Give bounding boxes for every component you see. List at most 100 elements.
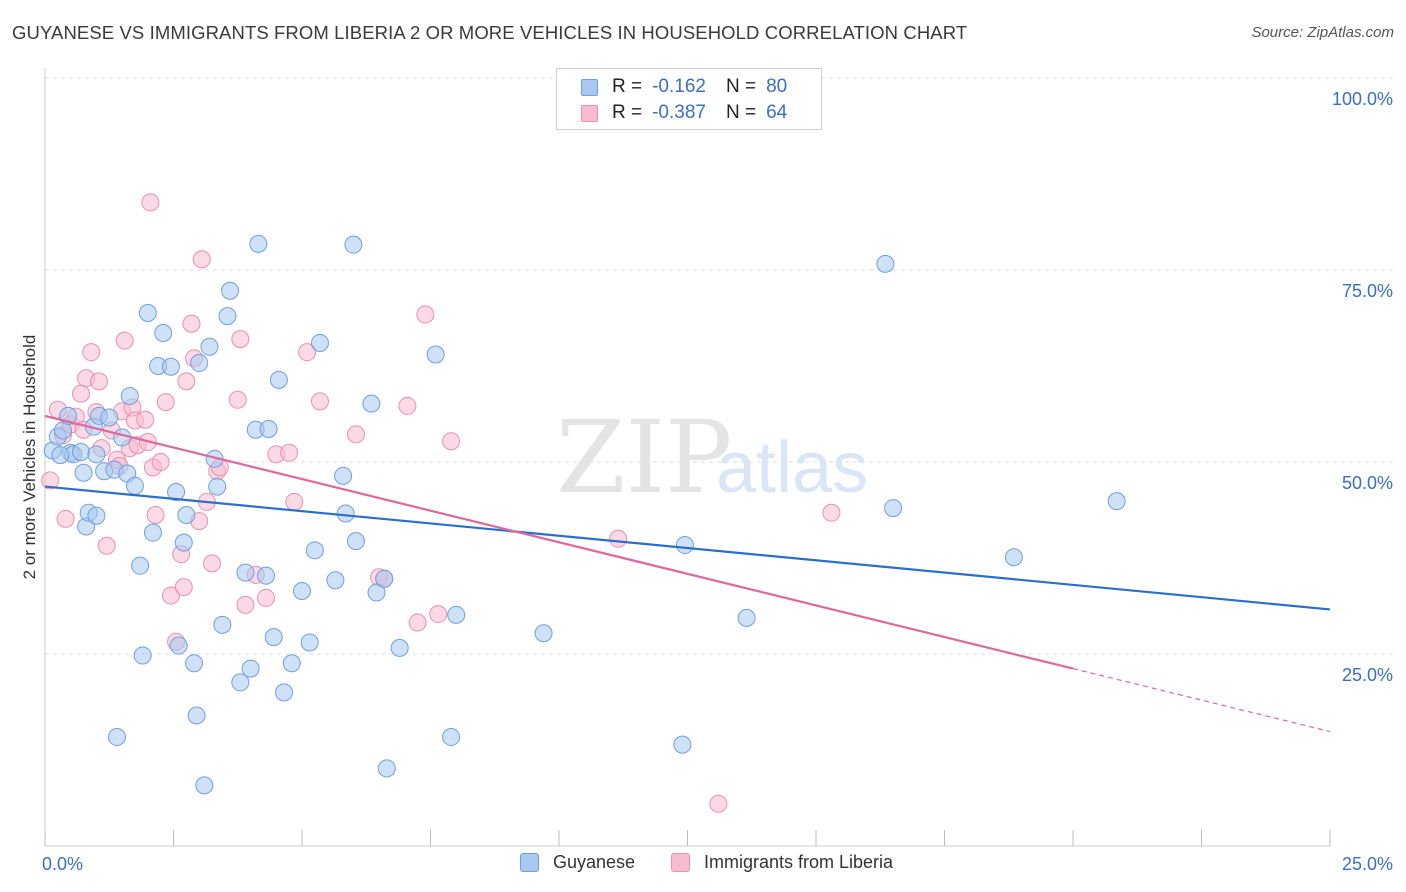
guyanese-swatch: [581, 78, 598, 96]
n-label: N =: [725, 102, 757, 123]
data-point: [298, 343, 317, 362]
axes: [44, 68, 1331, 847]
trend-line-guyanese: [44, 485, 1331, 611]
data-point: [236, 563, 255, 582]
data-point: [174, 533, 193, 552]
x-tick-label: 0.0%: [42, 854, 83, 874]
data-point: [264, 628, 283, 647]
data-point: [346, 425, 365, 444]
data-point: [192, 250, 211, 269]
data-point: [300, 633, 319, 652]
data-point: [200, 337, 219, 356]
data-point: [673, 735, 692, 754]
liberia-swatch: [581, 104, 598, 122]
data-point: [125, 476, 144, 495]
legend-label-liberia: Immigrants from Liberia: [704, 852, 894, 872]
data-point: [398, 396, 417, 415]
data-point: [377, 759, 396, 778]
data-point: [408, 613, 427, 632]
data-point: [218, 307, 237, 326]
y-tick-label: 100.0%: [1332, 89, 1393, 109]
data-point: [115, 331, 134, 350]
stats-box: R = -0.162 N = 80 R = -0.387 N = 64: [556, 68, 822, 130]
stats-row-guyanese: R = -0.162 N = 80: [581, 74, 787, 100]
data-point: [231, 673, 250, 692]
source-label: Source: ZipAtlas.com: [1251, 24, 1394, 41]
data-point: [737, 608, 756, 627]
data-point: [146, 505, 165, 524]
data-point: [213, 615, 232, 634]
data-point: [174, 578, 193, 597]
data-point: [326, 571, 345, 590]
liberia-r-value: -0.387: [652, 102, 706, 123]
data-point: [442, 432, 461, 451]
data-point: [203, 554, 222, 573]
watermark-zip: ZIP: [556, 399, 732, 516]
data-point: [282, 654, 301, 673]
data-point: [136, 410, 155, 429]
data-point: [305, 541, 324, 560]
data-point: [156, 393, 175, 412]
data-point: [100, 408, 119, 427]
data-point: [221, 281, 240, 300]
data-point: [426, 345, 445, 364]
data-point: [344, 235, 363, 254]
r-label: R =: [612, 102, 643, 123]
data-point: [709, 794, 728, 813]
data-point: [228, 390, 247, 409]
data-point: [346, 532, 365, 551]
r-label: R =: [612, 76, 643, 97]
data-point: [336, 504, 355, 523]
data-point: [151, 453, 170, 471]
data-point: [107, 727, 126, 746]
data-point: [257, 566, 276, 585]
data-point: [236, 595, 255, 614]
watermark: ZIP atlas: [556, 399, 868, 516]
data-point: [177, 372, 196, 391]
data-point: [195, 776, 214, 795]
data-point: [71, 443, 90, 462]
data-point: [74, 463, 93, 482]
data-point: [442, 727, 461, 746]
legend-label-guyanese: Guyanese: [553, 852, 636, 872]
data-point: [269, 370, 288, 389]
data-point: [362, 394, 381, 413]
data-point: [161, 586, 180, 605]
liberia-n-value: 64: [766, 102, 788, 123]
data-point: [133, 646, 152, 665]
x-tick-label: 25.0%: [1342, 854, 1393, 874]
trend-lines: [44, 414, 1331, 733]
data-point: [41, 471, 60, 490]
data-point: [87, 506, 106, 525]
data-point: [143, 523, 162, 542]
data-point: [249, 234, 268, 253]
data-point: [534, 624, 553, 643]
chart-title: GUYANESE VS IMMIGRANTS FROM LIBERIA 2 OR…: [12, 22, 968, 43]
data-point: [187, 706, 206, 725]
data-point: [390, 638, 409, 657]
stats-row-liberia: R = -0.387 N = 64: [581, 100, 787, 126]
y-tick-label: 50.0%: [1342, 473, 1393, 493]
y-tick-label: 25.0%: [1342, 665, 1393, 685]
y-tick-label: 75.0%: [1342, 281, 1393, 301]
data-point: [822, 503, 841, 522]
data-point: [310, 392, 329, 411]
data-point: [120, 386, 139, 405]
data-point: [97, 536, 116, 555]
watermark-atlas: atlas: [716, 428, 868, 508]
data-point: [334, 466, 353, 485]
data-point: [89, 372, 108, 391]
data-point: [169, 636, 188, 655]
data-point: [208, 477, 227, 496]
guyanese-n-value: 80: [766, 76, 788, 97]
data-point: [429, 605, 448, 624]
data-point: [231, 330, 250, 349]
guyanese-r-value: -0.162: [652, 76, 706, 97]
data-point: [161, 357, 180, 376]
tick-labels: 25.0% 50.0% 75.0% 100.0% 0.0% 25.0%: [42, 89, 1393, 874]
data-point: [1004, 548, 1023, 567]
legend-item-guyanese[interactable]: Guyanese: [520, 852, 635, 873]
data-point: [367, 583, 386, 602]
data-point: [876, 254, 895, 273]
legend-item-liberia[interactable]: Immigrants from Liberia: [671, 852, 893, 873]
